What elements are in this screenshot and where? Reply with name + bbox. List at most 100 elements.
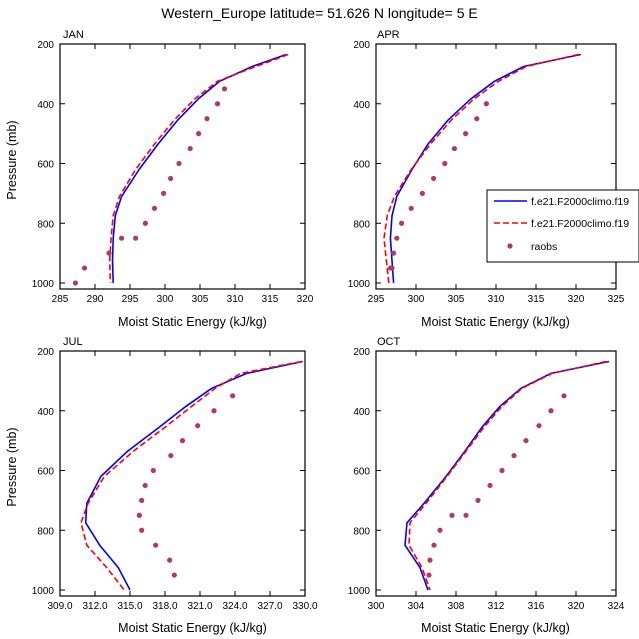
x-axis-label-jul: Moist Static Energy (kJ/kg) [118, 621, 267, 635]
y-tick-label-oct: 1000 [348, 586, 371, 597]
series-solid-line-jul [84, 360, 303, 591]
raobs-point-jul [153, 542, 159, 548]
raobs-point-jul [211, 408, 217, 414]
x-tick-label-apr: 300 [408, 294, 425, 305]
raobs-point-oct [523, 438, 529, 444]
panel-title-oct: OCT [377, 336, 401, 348]
x-tick-label-apr: 305 [448, 294, 465, 305]
x-tick-label-jan: 295 [122, 294, 139, 305]
series-dashed-line-jan [108, 53, 289, 284]
axes-frame-jul [59, 350, 306, 597]
raobs-point-apr [391, 250, 397, 256]
raobs-point-apr [474, 116, 480, 122]
x-tick-label-jul: 309.0 [47, 601, 72, 612]
plot-area-oct: 300 304 308 312 316 320 324 200 400 600 800 1000 [348, 347, 625, 612]
raobs-point-apr [408, 205, 414, 211]
raobs-point-oct [475, 497, 481, 503]
x-tick-label-oct: 304 [408, 601, 425, 612]
raobs-point-apr [394, 235, 400, 241]
x-tick-label-jan: 300 [157, 294, 174, 305]
raobs-point-oct [449, 512, 455, 518]
x-axis-label-oct: Moist Static Energy (kJ/kg) [421, 621, 570, 635]
x-tick-label-apr: 320 [568, 294, 585, 305]
x-tick-label-oct: 316 [528, 601, 545, 612]
x-tick-label-apr: 310 [488, 294, 505, 305]
raobs-point-jul [179, 438, 186, 444]
x-tick-label-jul: 324.0 [222, 601, 247, 612]
raobs-point-oct [561, 393, 567, 399]
raobs-point-jan [221, 86, 228, 92]
x-tick-label-oct: 308 [448, 601, 465, 612]
raobs-point-jan [106, 250, 112, 256]
raobs-point-jan [196, 131, 202, 137]
raobs-point-oct [548, 408, 554, 414]
raobs-point-apr [442, 160, 448, 167]
y-tick-label-oct: 200 [353, 347, 370, 358]
y-tick-label-jul: 1000 [32, 586, 55, 597]
series-solid-line-jan [111, 53, 287, 284]
raobs-point-apr [419, 190, 425, 196]
raobs-point-jan [204, 116, 210, 122]
y-tick-label-jan: 400 [37, 100, 54, 111]
raobs-point-oct [431, 542, 437, 548]
y-tick-label-oct: 600 [353, 467, 370, 478]
series-solid-line-oct [404, 360, 610, 591]
raobs-point-apr [451, 145, 457, 152]
plot-area-jan: 285 290 295 300 305 310 315 320 200 400 600 800 1000 [32, 40, 314, 305]
raobs-point-jul [195, 423, 201, 429]
raobs-point-oct [536, 423, 542, 429]
y-tick-label-apr: 600 [353, 160, 370, 171]
x-axis-label-apr: Moist Static Energy (kJ/kg) [421, 315, 570, 329]
legend: f.e21.F2000climo.f19 f.e21.F2000climo.f1… [486, 189, 639, 263]
y-tick-label-jul: 400 [37, 407, 54, 418]
y-tick-label-jul: 600 [37, 467, 54, 478]
raobs-point-oct [499, 467, 505, 474]
axes-frame-jan [59, 43, 306, 290]
legend-label-model2: f.e21.F2000climo.f19 [531, 218, 629, 230]
y-tick-label-apr: 1000 [348, 279, 371, 290]
y-tick-label-jan: 200 [37, 40, 54, 51]
raobs-point-apr [463, 131, 469, 137]
raobs-point-oct [427, 557, 433, 563]
raobs-point-jul [171, 572, 177, 578]
raobs-point-oct [437, 527, 443, 533]
raobs-point-jan [142, 220, 148, 226]
raobs-point-jul [168, 452, 174, 459]
raobs-point-jan [151, 205, 158, 211]
plot-area-apr: 295 300 305 310 315 320 325 200 400 600 800 1000 [348, 40, 625, 305]
panel-oct: OCT Moist Static Energy (kJ/kg) 300 304 30… [348, 336, 625, 635]
y-axis-label-jul: Pressure (mb) [5, 427, 19, 506]
x-axis-label-jan: Moist Static Energy (kJ/kg) [118, 315, 267, 329]
x-tick-label-oct: 324 [608, 601, 625, 612]
raobs-point-oct [511, 452, 517, 459]
y-axis-label-jan: Pressure (mb) [5, 120, 19, 199]
y-tick-label-apr: 400 [353, 100, 370, 111]
x-tick-label-oct: 300 [368, 601, 385, 612]
panel-title-jul: JUL [63, 336, 83, 348]
figure-title: Western_Europe latitude= 51.626 N longit… [161, 5, 478, 21]
raobs-point-jul [230, 393, 236, 399]
panel-jul: JUL Pressure (mb) Moist Static Energy (k… [5, 336, 318, 635]
legend-label-model1: f.e21.F2000climo.f19 [531, 196, 629, 208]
raobs-point-oct [426, 572, 432, 578]
x-tick-label-jan: 315 [262, 294, 279, 305]
y-tick-label-oct: 400 [353, 407, 370, 418]
raobs-point-jan [187, 145, 193, 152]
raobs-point-oct [463, 512, 469, 518]
axes-frame-oct [375, 350, 617, 597]
raobs-point-oct [487, 482, 493, 489]
raobs-point-jul [167, 557, 173, 563]
x-tick-label-jan: 310 [227, 294, 244, 305]
plot-area-jul: 309.0 312.0 315.0 318.0 321.0 324.0 327.0 330.0… [32, 347, 318, 612]
raobs-point-jan [176, 160, 182, 167]
x-tick-label-jul: 312.0 [82, 601, 107, 612]
raobs-point-jan [214, 101, 221, 107]
panel-jan: JAN Pressure (mb) Moist Static Energy (k… [5, 29, 314, 329]
y-tick-label-apr: 200 [353, 40, 370, 51]
x-tick-label-jul: 318.0 [152, 601, 177, 612]
raobs-point-jan [168, 175, 174, 182]
x-tick-label-jan: 290 [87, 294, 104, 305]
series-dashed-line-jul [80, 360, 302, 591]
panel-title-jan: JAN [63, 29, 84, 41]
y-tick-label-jan: 800 [37, 219, 54, 230]
